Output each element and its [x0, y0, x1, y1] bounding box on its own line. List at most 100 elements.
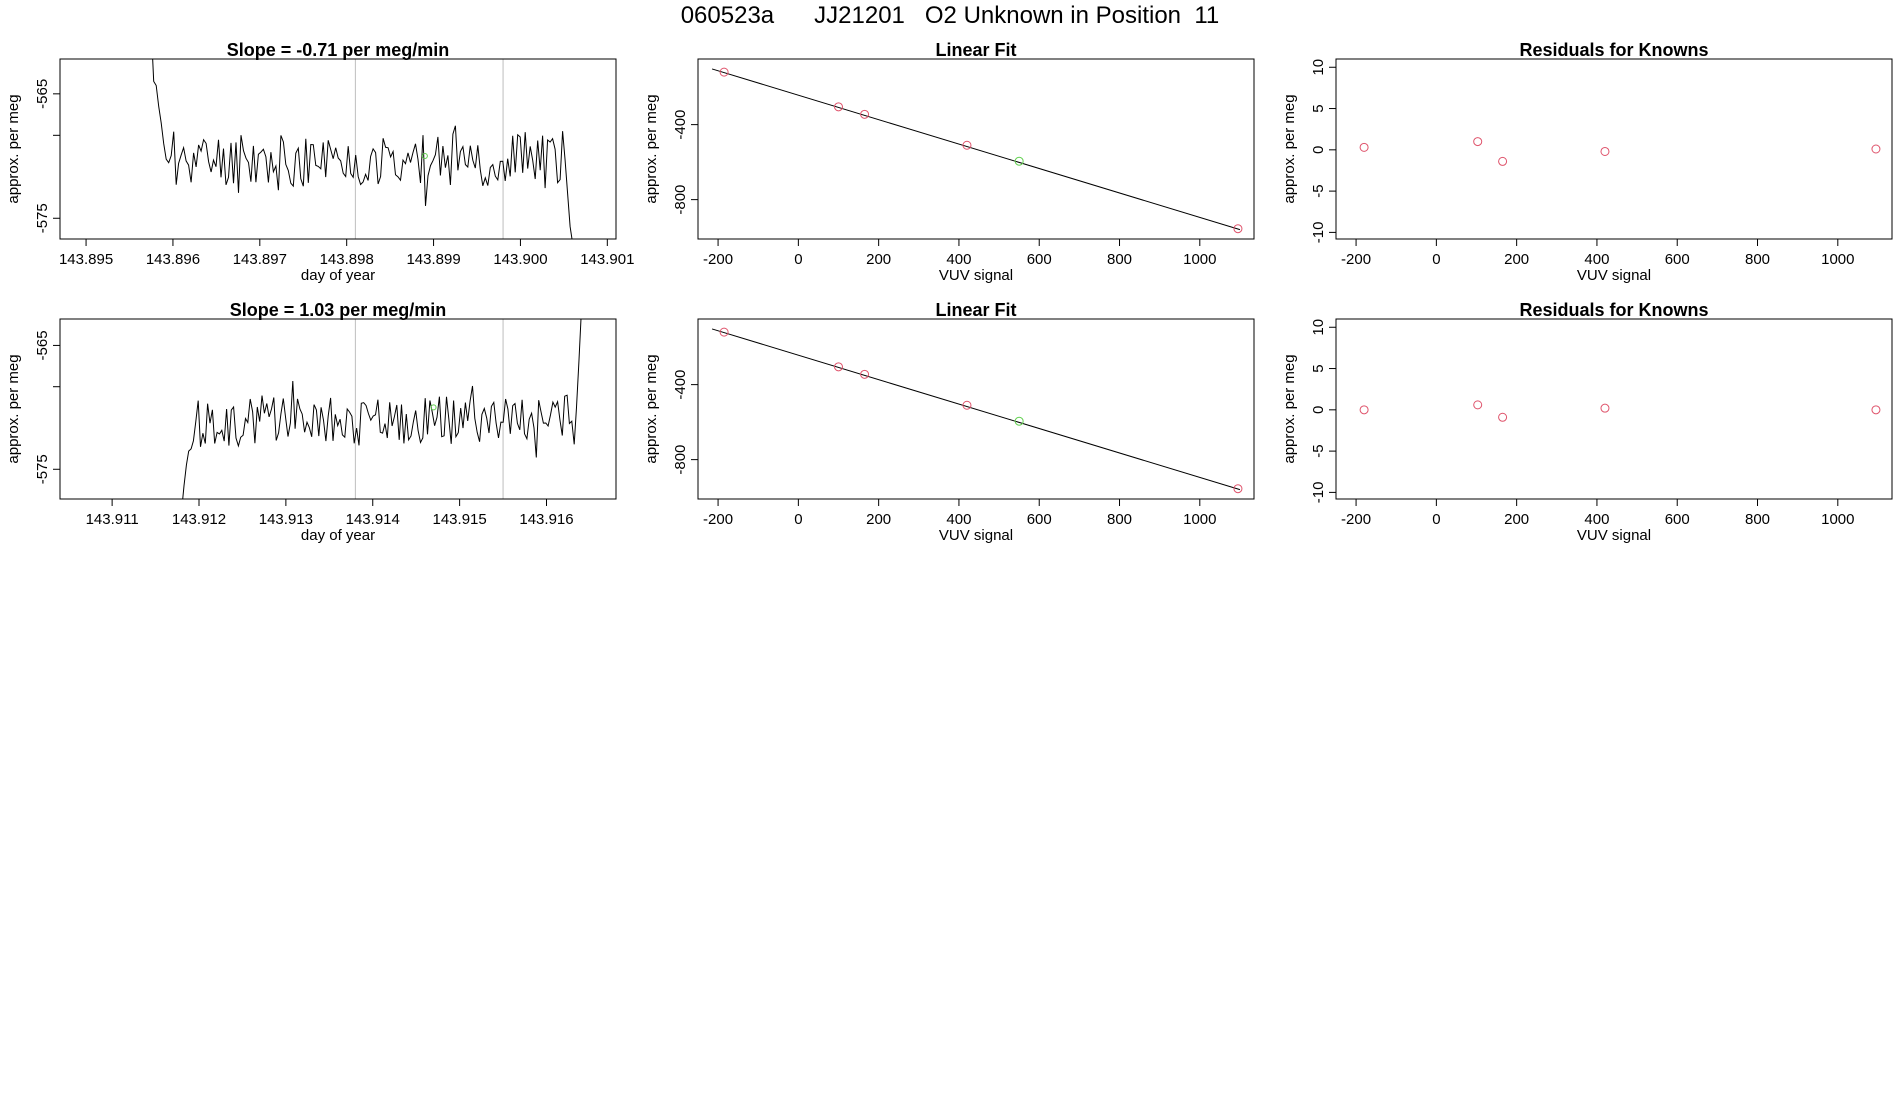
- x-tick-label: 143.915: [433, 511, 487, 528]
- x-tick-label: 1000: [1183, 511, 1216, 528]
- plot-area: [711, 327, 1243, 494]
- y-tick-label: 10: [1310, 59, 1327, 76]
- x-tick-label: 143.900: [493, 251, 547, 268]
- x-tick-label: 143.911: [86, 511, 139, 528]
- plot-frame: [59, 318, 617, 500]
- y-tick-label: -400: [672, 370, 689, 400]
- y-tick-label: -800: [672, 185, 689, 215]
- known-point: [1473, 137, 1483, 147]
- x-tick-label: 0: [794, 511, 802, 528]
- unknown-point: [1014, 156, 1024, 166]
- unknown-point: [1014, 416, 1024, 426]
- panel-residuals-2: Residuals for Knowns-200 0 200 400 600 800 100…: [1281, 300, 1893, 544]
- plot-frame: [697, 58, 1255, 240]
- x-tick-label: 1000: [1183, 251, 1216, 268]
- x-tick-label: 800: [1745, 251, 1770, 268]
- x-tick-label: 143.895: [59, 251, 113, 268]
- known-point: [1600, 146, 1610, 156]
- y-tick-label: -565: [34, 79, 51, 109]
- panel-timeseries-2: Slope = 1.03 per meg/min 143.911 143.912 14…: [5, 300, 617, 544]
- known-point: [1871, 144, 1881, 154]
- x-tick-label: 143.901: [580, 251, 634, 268]
- fit-line: [711, 328, 1241, 491]
- x-tick-label: 600: [1027, 511, 1052, 528]
- x-tick-label: 600: [1665, 251, 1690, 268]
- chart-title: Slope = -0.71 per meg/min: [227, 40, 450, 60]
- chart-title: Linear Fit: [935, 300, 1016, 320]
- y-axis-label: approx. per meg: [643, 94, 660, 203]
- known-point: [962, 400, 972, 410]
- x-tick-label: -200: [703, 251, 733, 268]
- y-axis-label: approx. per meg: [5, 354, 22, 463]
- series-line: [152, 59, 573, 239]
- x-tick-label: 143.896: [146, 251, 200, 268]
- chart-title: Residuals for Knowns: [1519, 40, 1708, 60]
- y-axis-label: approx. per meg: [1281, 354, 1298, 463]
- y-tick-label: -10: [1310, 482, 1327, 504]
- y-tick-label: 5: [1310, 104, 1327, 112]
- x-tick-label: 400: [946, 511, 971, 528]
- x-axis-label: day of year: [301, 267, 375, 284]
- plot-area: [182, 319, 582, 499]
- x-tick-label: 600: [1665, 511, 1690, 528]
- plot-area: [1359, 137, 1881, 166]
- known-point: [1871, 405, 1881, 415]
- plot-frame: [1335, 318, 1893, 500]
- y-axis-label: approx. per meg: [643, 354, 660, 463]
- x-tick-label: 0: [794, 251, 802, 268]
- y-tick-label: 0: [1310, 146, 1327, 154]
- x-axis-label: VUV signal: [939, 527, 1013, 544]
- y-tick-label: 5: [1310, 364, 1327, 372]
- x-tick-label: -200: [1341, 511, 1371, 528]
- x-tick-label: 143.897: [233, 251, 287, 268]
- panel-linear-fit-2: Linear Fit -200 0 200 400 600 800 1000 -800 -400 V…: [643, 300, 1255, 544]
- x-tick-label: 143.912: [172, 511, 226, 528]
- x-tick-label: 600: [1027, 251, 1052, 268]
- y-tick-label: -575: [34, 203, 51, 233]
- chart-title: Residuals for Knowns: [1519, 300, 1708, 320]
- y-tick-label: -10: [1310, 222, 1327, 244]
- x-tick-label: 800: [1107, 251, 1132, 268]
- x-tick-label: -200: [1341, 251, 1371, 268]
- known-point: [834, 102, 844, 112]
- known-point: [1359, 142, 1369, 152]
- known-point: [1359, 405, 1369, 415]
- plot-frame: [1335, 58, 1893, 240]
- x-tick-label: 0: [1432, 511, 1440, 528]
- x-tick-label: 0: [1432, 251, 1440, 268]
- x-axis-label: VUV signal: [1577, 527, 1651, 544]
- x-tick-label: 800: [1107, 511, 1132, 528]
- panel-linear-fit-1: Linear Fit -200 0 200 400 600 800 1000 -800 -400 V…: [643, 40, 1255, 284]
- x-tick-label: 143.913: [259, 511, 313, 528]
- chart-title: Linear Fit: [935, 40, 1016, 60]
- y-tick-label: -5: [1310, 444, 1327, 457]
- x-tick-label: 200: [866, 251, 891, 268]
- known-point: [860, 369, 870, 379]
- x-tick-label: 200: [1504, 251, 1529, 268]
- panel-timeseries-1: Slope = -0.71 per meg/min 143.895 143.896 1…: [5, 40, 634, 284]
- x-tick-label: 200: [866, 511, 891, 528]
- x-tick-label: 1000: [1821, 251, 1854, 268]
- known-point: [1233, 484, 1243, 494]
- y-tick-label: 10: [1310, 319, 1327, 336]
- known-point: [1498, 156, 1508, 166]
- y-tick-label: -400: [672, 110, 689, 140]
- plot-frame: [697, 318, 1255, 500]
- y-tick-label: -5: [1310, 184, 1327, 197]
- x-tick-label: 400: [946, 251, 971, 268]
- x-axis-label: VUV signal: [939, 267, 1013, 284]
- x-tick-label: 143.914: [346, 511, 400, 528]
- plot-area: [711, 67, 1243, 234]
- x-tick-label: 143.899: [406, 251, 460, 268]
- x-axis-label: VUV signal: [1577, 267, 1651, 284]
- plot-area: [152, 59, 573, 239]
- y-tick-label: -565: [34, 330, 51, 360]
- page-title: 060523a JJ21201 O2 Unknown in Position 1…: [680, 2, 1220, 29]
- known-point: [860, 109, 870, 119]
- unknown-marker: [421, 153, 428, 160]
- known-point: [962, 140, 972, 150]
- y-tick-label: 0: [1310, 406, 1327, 414]
- unknown-marker: [430, 404, 437, 411]
- known-point: [834, 362, 844, 372]
